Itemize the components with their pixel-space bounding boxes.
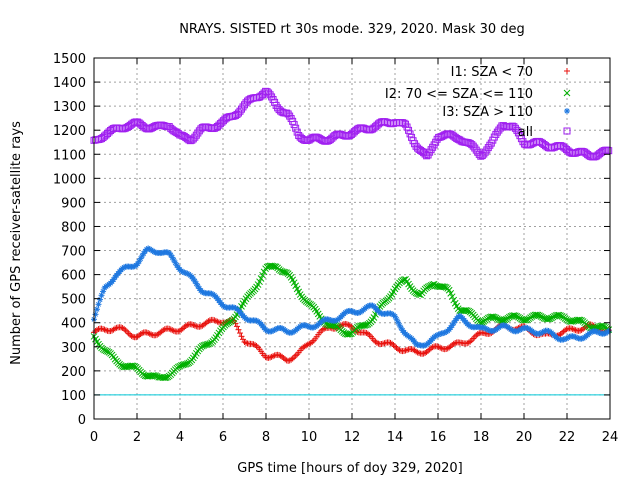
series-1-point [236, 330, 243, 337]
y-tick-label: 900 [61, 196, 86, 211]
series-4-point [290, 121, 298, 129]
legend-label: I3: SZA > 110 [442, 105, 533, 120]
y-tick-label: 1400 [53, 76, 86, 91]
legend-marker [563, 89, 571, 97]
y-tick-label: 300 [61, 341, 86, 356]
legend-label: all [518, 125, 533, 140]
series-2-point [501, 316, 509, 324]
series-2-point [448, 293, 456, 301]
series-4-point [605, 147, 613, 155]
y-axis-label: Number of GPS receiver-satellite rays [9, 121, 24, 365]
series-3-point [605, 327, 612, 334]
y-tick-label: 1000 [53, 172, 86, 187]
series-3-point [94, 306, 101, 313]
series-2-points [90, 262, 613, 382]
y-tick-label: 100 [61, 389, 86, 404]
series-2-point [363, 321, 370, 329]
legend-item-1: I1: SZA < 70 [451, 65, 570, 80]
x-tick-label: 12 [344, 430, 361, 445]
x-tick-label: 20 [516, 430, 533, 445]
legend: I1: SZA < 70 I2: 70 <= SZA <= 110 I3: SZA … [385, 65, 571, 140]
y-tick-label: 500 [61, 293, 86, 308]
series-4-point [405, 126, 413, 134]
series-4-point [406, 130, 414, 138]
legend-marker [564, 68, 570, 74]
axis-ticks: 0100200300400500600700800900100011001200… [53, 52, 618, 445]
x-tick-label: 22 [559, 430, 576, 445]
legend-item-4: all [518, 125, 571, 140]
series-3-point [95, 301, 102, 308]
y-tick-label: 600 [61, 269, 86, 284]
y-tick-label: 400 [61, 317, 86, 332]
y-tick-label: 1500 [53, 52, 86, 67]
grid [94, 58, 610, 419]
y-tick-label: 1200 [53, 124, 86, 139]
series-1-point [235, 326, 242, 333]
x-tick-label: 8 [262, 430, 270, 445]
legend-item-2: I2: 70 <= SZA <= 110 [385, 87, 571, 102]
y-tick-label: 0 [78, 413, 86, 428]
series-2-point [450, 296, 458, 304]
x-tick-label: 18 [473, 430, 490, 445]
legend-marker [564, 108, 570, 114]
series-4-points [90, 87, 613, 161]
x-tick-label: 14 [387, 430, 404, 445]
y-tick-label: 700 [61, 245, 86, 260]
y-tick-label: 1100 [53, 148, 86, 163]
series-2-point [259, 271, 266, 279]
series-2-point [257, 275, 265, 282]
series-3-points [91, 245, 612, 349]
series-2-point [305, 300, 313, 307]
x-tick-label: 24 [602, 430, 619, 445]
x-axis-label: GPS time [hours of doy 329, 2020] [237, 461, 462, 476]
x-tick-label: 10 [301, 430, 318, 445]
legend-label: I2: 70 <= SZA <= 110 [385, 87, 533, 102]
legend-marker [563, 127, 571, 135]
series-1-point [238, 333, 245, 340]
legend-label: I1: SZA < 70 [451, 65, 533, 80]
x-tick-label: 0 [90, 430, 98, 445]
chart-title: NRAYS. SISTED rt 30s mode. 329, 2020. Ma… [179, 22, 525, 37]
y-tick-label: 200 [61, 365, 86, 380]
x-tick-label: 4 [176, 430, 184, 445]
y-tick-label: 1300 [53, 100, 86, 115]
legend-item-3: I3: SZA > 110 [442, 105, 570, 120]
x-tick-label: 2 [133, 430, 141, 445]
plot-area [90, 87, 613, 382]
series-1-point [233, 323, 240, 330]
x-tick-label: 16 [430, 430, 447, 445]
series-2-point [447, 290, 455, 297]
x-tick-label: 6 [219, 430, 227, 445]
series-4-point [292, 124, 300, 132]
y-tick-label: 800 [61, 220, 86, 235]
series-3-point [190, 275, 197, 282]
